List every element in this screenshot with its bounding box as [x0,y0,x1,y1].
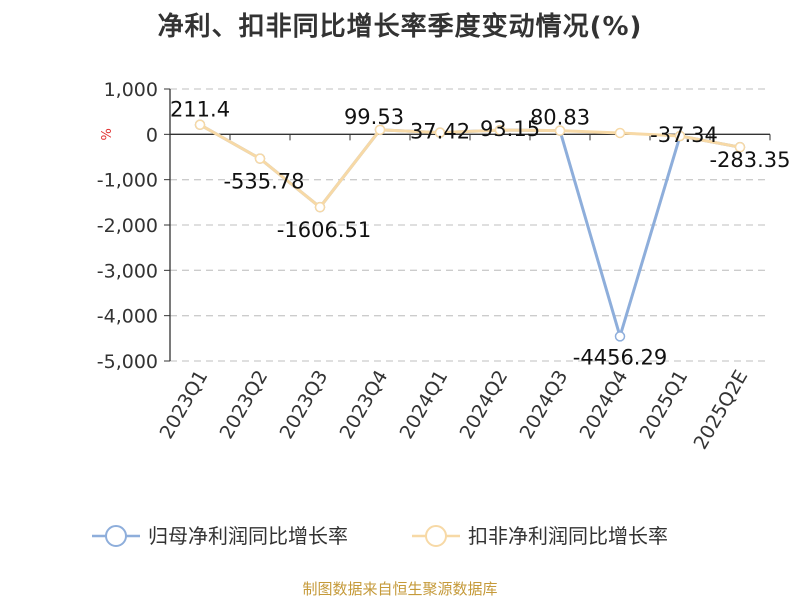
data-point-s2 [194,119,206,130]
y-tick-label: 0 [146,124,158,146]
data-label: -37.34 [650,123,718,147]
series-line-2 [199,123,741,209]
data-point-s2 [374,124,386,136]
data-source-note: 制图数据来自恒生聚源数据库 [302,580,498,598]
y-tick-label: -5,000 [97,351,158,373]
data-point-s2 [314,201,326,213]
data-point-s1 [614,331,626,342]
data-label: -535.78 [223,170,304,194]
legend-label-1: 归母净利润同比增长率 [148,524,348,548]
x-tick-label: 2025Q1 [636,367,693,443]
x-tick-label: 2024Q3 [516,367,573,443]
data-point-s2 [254,153,266,164]
y-tick-label: -3,000 [97,260,158,282]
legend-marker-2 [425,525,447,547]
x-tick-label: 2024Q2 [456,367,513,443]
x-tick-label: 2023Q1 [156,367,213,443]
data-label: -4456.29 [573,345,667,369]
x-tick-label: 2023Q2 [216,367,273,443]
data-label: 37.42 [410,120,470,144]
legend-marker-1 [105,525,127,547]
data-point-s2 [554,125,566,136]
data-point-s2 [674,130,686,142]
y-tick-label: -2,000 [97,215,158,237]
data-label: 93.15 [480,117,540,141]
y-tick-label: 1,000 [104,79,158,101]
data-label: 99.53 [344,105,404,129]
y-tick-label: -1,000 [97,170,158,192]
data-label: -283.35 [709,148,790,172]
data-point-s2 [734,141,746,153]
legend-label-2: 扣非净利润同比增长率 [468,524,668,548]
x-tick-label: 2025Q2E [690,367,753,454]
chart-title: 净利、扣非同比增长率季度变动情况(%) [157,12,643,42]
x-tick-label: 2023Q3 [276,367,333,443]
data-point-s2 [494,124,506,136]
data-label: -1606.51 [277,218,371,242]
x-tick-label: 2023Q4 [336,367,393,443]
x-tick-label: 2024Q4 [576,367,633,443]
data-point-s2 [434,127,446,138]
data-label: 80.83 [530,106,590,130]
x-tick-label: 2024Q1 [396,367,453,443]
y-tick-label: -4,000 [97,306,158,328]
data-label: 211.4 [170,98,230,122]
data-point-s2 [614,127,626,139]
y-axis-unit: % [100,128,115,140]
